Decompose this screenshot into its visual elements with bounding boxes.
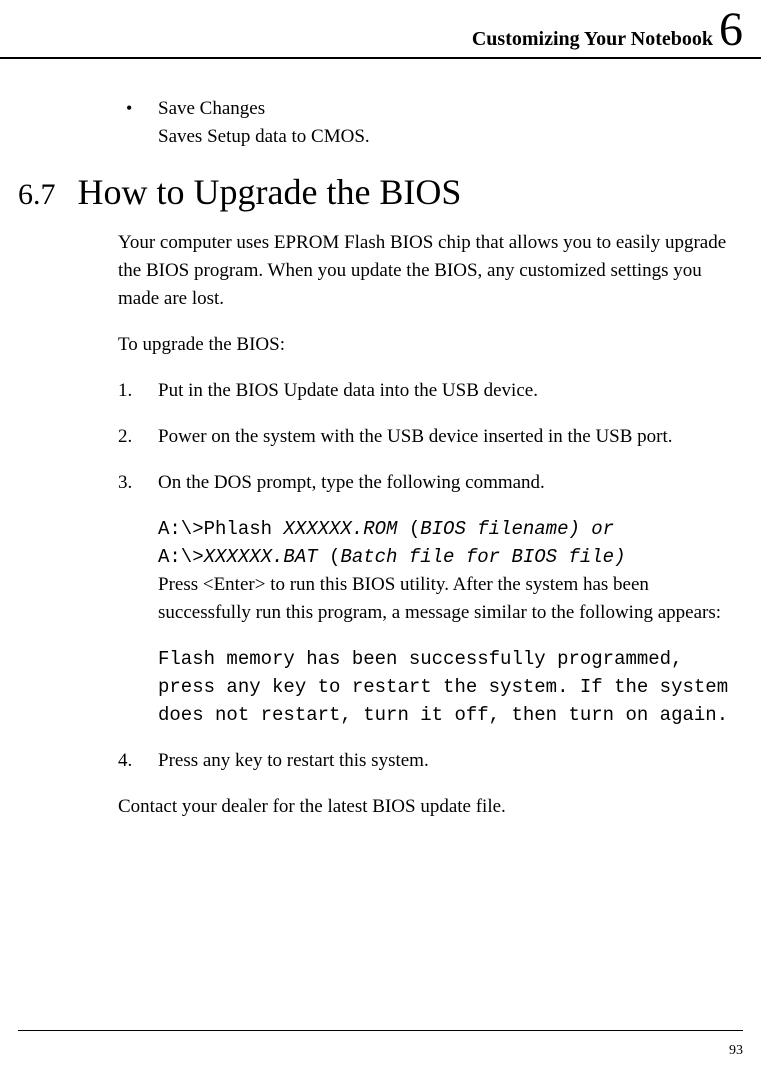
code-italic: BIOS filename) or: [420, 518, 614, 540]
bullet-label: Save Changes: [158, 95, 370, 123]
code-italic: XXXXXX.BAT: [204, 546, 329, 568]
section-number: 6.7: [18, 178, 56, 212]
bullet-marker: •: [126, 95, 138, 151]
code-block: A:\>Phlash XXXXXX.ROM (BIOS filename) or…: [158, 515, 743, 571]
code-italic: Batch file for BIOS file): [340, 546, 625, 568]
code-text: (: [329, 546, 340, 568]
chapter-number: 6: [719, 8, 743, 51]
step-number: 1.: [118, 377, 138, 405]
preamble: To upgrade the BIOS:: [118, 331, 743, 359]
page-footer: 93: [18, 1030, 743, 1059]
message-block: Flash memory has been successfully progr…: [158, 645, 743, 729]
intro-paragraph: Your computer uses EPROM Flash BIOS chip…: [118, 229, 743, 313]
page-number: 93: [729, 1043, 743, 1058]
bullet-body: Save Changes Saves Setup data to CMOS.: [158, 95, 370, 151]
code-line-2: A:\>XXXXXX.BAT (Batch file for BIOS file…: [158, 543, 743, 571]
ordered-list: 1. Put in the BIOS Update data into the …: [118, 377, 743, 775]
step-body: On the DOS prompt, type the following co…: [158, 469, 743, 729]
section-heading: 6.7 How to Upgrade the BIOS: [18, 171, 743, 213]
page-content: • Save Changes Saves Setup data to CMOS.…: [18, 95, 743, 839]
step-3: 3. On the DOS prompt, type the following…: [118, 469, 743, 729]
after-code-text: Press <Enter> to run this BIOS utility. …: [158, 574, 721, 623]
page-header: Customizing Your Notebook 6: [0, 0, 761, 59]
step-text: Put in the BIOS Update data into the USB…: [158, 377, 743, 405]
section-title: How to Upgrade the BIOS: [78, 171, 462, 213]
step-text: Press any key to restart this system.: [158, 747, 743, 775]
code-text: A:\>Phlash: [158, 518, 283, 540]
step-text: On the DOS prompt, type the following co…: [158, 472, 545, 493]
header-title: Customizing Your Notebook: [472, 28, 713, 51]
step-number: 4.: [118, 747, 138, 775]
code-italic: XXXXXX.ROM: [283, 518, 408, 540]
code-line-1: A:\>Phlash XXXXXX.ROM (BIOS filename) or: [158, 515, 743, 543]
code-text: (: [409, 518, 420, 540]
step-1: 1. Put in the BIOS Update data into the …: [118, 377, 743, 405]
step-2: 2. Power on the system with the USB devi…: [118, 423, 743, 451]
bullet-list: • Save Changes Saves Setup data to CMOS.: [126, 95, 743, 151]
closing-paragraph: Contact your dealer for the latest BIOS …: [118, 793, 743, 821]
bullet-desc: Saves Setup data to CMOS.: [158, 123, 370, 151]
step-text: Power on the system with the USB device …: [158, 423, 743, 451]
header-content: Customizing Your Notebook 6: [18, 8, 743, 51]
step-4: 4. Press any key to restart this system.: [118, 747, 743, 775]
step-number: 3.: [118, 469, 138, 729]
code-text: A:\>: [158, 546, 204, 568]
step-number: 2.: [118, 423, 138, 451]
bullet-item: • Save Changes Saves Setup data to CMOS.: [126, 95, 743, 151]
